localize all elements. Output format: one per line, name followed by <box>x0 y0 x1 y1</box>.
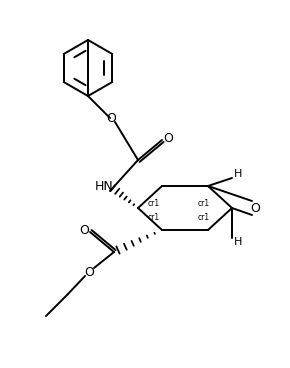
Text: HN: HN <box>95 180 113 192</box>
Text: O: O <box>84 265 94 279</box>
Text: O: O <box>106 112 116 124</box>
Text: cr1: cr1 <box>198 212 210 222</box>
Text: cr1: cr1 <box>148 198 160 208</box>
Text: O: O <box>163 132 173 145</box>
Text: O: O <box>79 224 89 237</box>
Text: cr1: cr1 <box>148 212 160 222</box>
Text: O: O <box>250 202 260 215</box>
Text: cr1: cr1 <box>198 198 210 208</box>
Text: H: H <box>234 237 242 247</box>
Text: H: H <box>234 169 242 179</box>
